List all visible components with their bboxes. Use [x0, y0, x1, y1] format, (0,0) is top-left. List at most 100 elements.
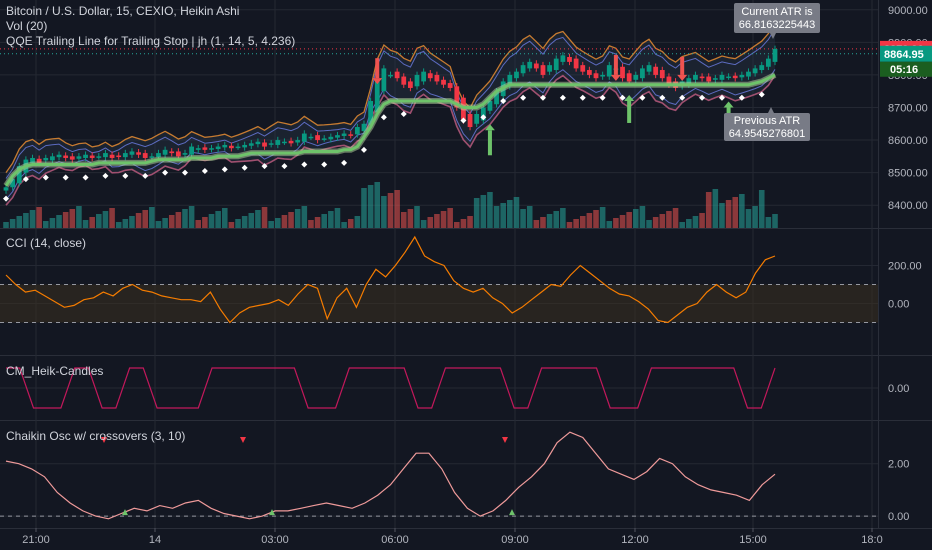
previous-atr-callout — [724, 113, 810, 141]
time-tick-label: 15:00 — [739, 534, 767, 546]
sell-arrow-head — [372, 78, 383, 85]
volume-bar — [586, 213, 593, 228]
candle-body — [315, 135, 320, 141]
upper-inner-band-line — [5, 28, 776, 179]
candle-body — [726, 76, 731, 79]
time-tick-label: 18:0 — [861, 534, 882, 546]
candle-body — [514, 71, 519, 79]
volume-bar — [235, 219, 241, 228]
cross-up-marker — [122, 509, 128, 516]
previous-atr-line2: 64.9545276801 — [729, 128, 805, 140]
volume-bar — [129, 216, 135, 228]
series-line — [5, 235, 776, 324]
candle-body — [354, 127, 360, 135]
candle-body — [328, 136, 334, 140]
qqe-indicator-title[interactable]: QQE Trailing Line for Trailing Stop | jh… — [6, 34, 296, 48]
volume-bar — [440, 211, 447, 228]
volume-indicator-title[interactable]: Vol (20) — [6, 19, 48, 33]
candle-body — [262, 142, 267, 147]
candle-body — [401, 76, 407, 85]
volume-bar — [188, 206, 195, 228]
heik-pane-title[interactable]: CM_Heik-Candles — [6, 364, 104, 378]
candle-body — [765, 58, 771, 67]
volume-bar — [500, 203, 506, 228]
candle-body — [487, 100, 493, 111]
series-line — [6, 367, 776, 409]
candle-body — [374, 81, 380, 113]
candle-body — [142, 153, 148, 158]
candle-body — [103, 153, 108, 158]
volume-bar — [314, 217, 321, 228]
candle-body — [699, 76, 705, 79]
volume-bar — [321, 214, 327, 228]
chaikin-pane-title[interactable]: Chaikin Osc w/ crossovers (3, 10) — [6, 429, 186, 443]
volume-bar — [732, 197, 739, 228]
chaikin-pane[interactable] — [0, 431, 878, 520]
volume-bar — [646, 220, 652, 228]
cross-down-marker — [240, 437, 246, 443]
candle-body — [361, 123, 367, 132]
volume-bar — [381, 196, 387, 228]
candle-body — [653, 66, 659, 75]
volume-bar — [195, 220, 202, 228]
candle-body — [447, 83, 453, 88]
candle-body — [36, 158, 42, 163]
candle-body — [533, 63, 539, 69]
volume-bar — [599, 207, 606, 228]
time-tick-label: 09:00 — [501, 534, 529, 546]
volume-bar — [473, 198, 480, 228]
cci-tick-label: 0.00 — [888, 299, 909, 311]
time-tick-label: 21:00 — [22, 534, 50, 546]
stop-diamond — [241, 164, 248, 171]
candle-body — [169, 151, 175, 154]
candle-body — [666, 76, 672, 85]
volume-bar — [29, 210, 36, 228]
volume-bar — [692, 216, 699, 228]
candle-body — [520, 65, 526, 74]
volume-bar — [115, 222, 122, 228]
volume-bar — [420, 220, 427, 228]
stop-diamond — [181, 169, 188, 176]
candle-body — [282, 141, 287, 144]
stop-diamond — [162, 169, 169, 176]
candle-body — [175, 151, 181, 157]
cci-pane-title[interactable]: CCI (14, close) — [6, 236, 87, 250]
candle-body — [454, 86, 460, 108]
volume-bar — [460, 219, 467, 228]
volume-bar — [281, 215, 288, 228]
candle-body — [626, 73, 632, 82]
volume-bar — [89, 217, 95, 228]
last-price-tag: 8864.95 — [884, 49, 924, 61]
candle-body — [10, 179, 16, 188]
price-pane[interactable] — [0, 22, 878, 228]
cci-pane[interactable] — [0, 235, 878, 324]
volume-bar — [135, 213, 142, 228]
candle-body — [129, 151, 135, 155]
previous-atr-pointer — [768, 107, 774, 113]
candle-body — [248, 143, 254, 146]
candle-body — [195, 148, 201, 150]
chart-legend: Bitcoin / U.S. Dollar, 15, CEXIO, Heikin… — [6, 4, 295, 49]
volume-bar — [593, 210, 599, 228]
volume-bar — [122, 219, 129, 228]
volume-bar — [745, 209, 752, 228]
volume-bar — [652, 217, 659, 228]
countdown-tag-bg — [880, 61, 932, 77]
volume-bar — [36, 207, 42, 228]
heik-tick-label: 0.00 — [888, 383, 909, 395]
volume-bar — [407, 209, 414, 228]
stop-diamond — [500, 97, 507, 104]
volume-bar — [361, 188, 367, 228]
volume-bar — [69, 209, 76, 228]
price-tick-label: 8700.00 — [888, 102, 928, 114]
volume-bar — [513, 197, 520, 228]
stop-diamond — [758, 91, 765, 98]
volume-bar — [752, 206, 758, 228]
candle-body — [421, 71, 427, 82]
buy-arrow-shaft — [487, 130, 492, 156]
heik-pane[interactable] — [6, 367, 776, 409]
volume-bar — [301, 206, 308, 228]
symbol-title[interactable]: Bitcoin / U.S. Dollar, 15, CEXIO, Heikin… — [6, 4, 240, 18]
volume-bar — [16, 216, 23, 228]
